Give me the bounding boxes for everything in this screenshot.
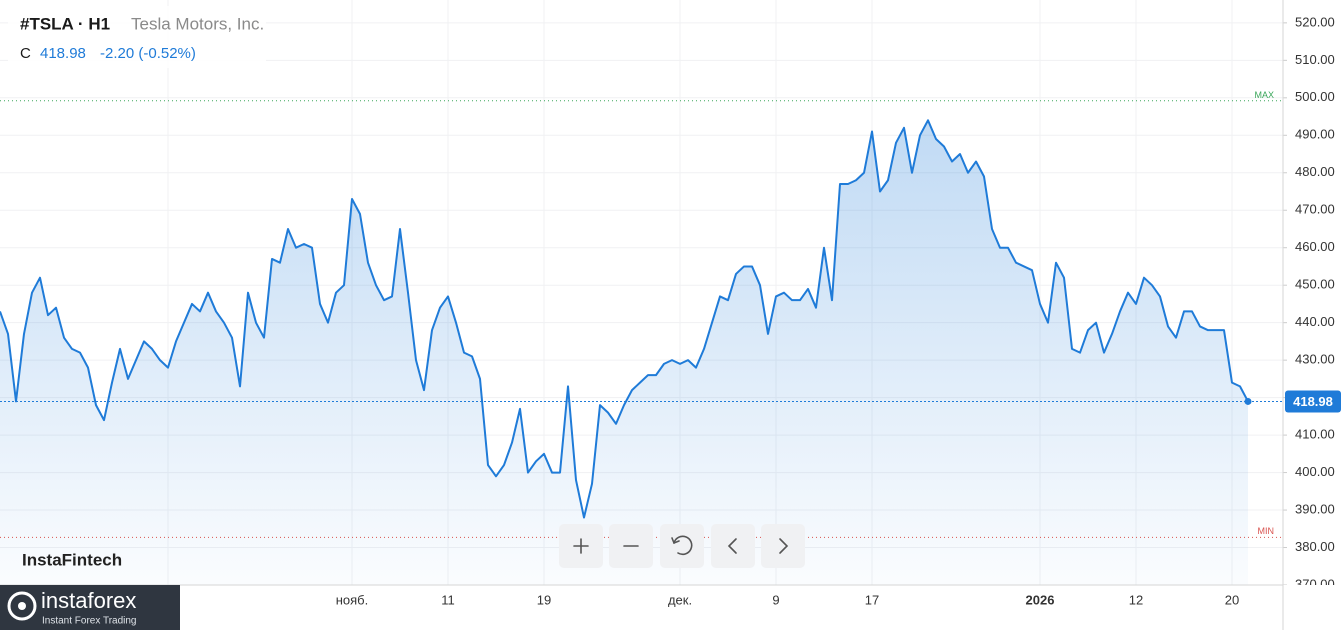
min-line-label: MIN <box>1258 526 1275 536</box>
y-tick-label: 500.00 <box>1295 89 1335 104</box>
y-tick-label: 490.00 <box>1295 127 1335 142</box>
y-tick-label: 520.00 <box>1295 14 1335 29</box>
last-price-tag <box>1285 390 1341 413</box>
area <box>0 120 1248 586</box>
x-tick-label: 12 <box>1129 592 1143 607</box>
x-tick-label: 9 <box>772 592 779 607</box>
y-tick-label: 470.00 <box>1295 202 1335 217</box>
zoom-in-button[interactable] <box>559 524 603 568</box>
scroll-left-button[interactable] <box>711 524 755 568</box>
y-tick-label: 410.00 <box>1295 427 1335 442</box>
header-bg <box>8 6 266 68</box>
y-tick-label: 510.00 <box>1295 52 1335 67</box>
y-tick-label: 440.00 <box>1295 314 1335 329</box>
icon <box>727 538 737 554</box>
y-tick-label: 400.00 <box>1295 464 1335 479</box>
logo-icon-dot <box>18 602 26 610</box>
button-bg <box>660 524 704 568</box>
x-axis-bg <box>0 585 1342 630</box>
y-tick-label: 430.00 <box>1295 352 1335 367</box>
last-price-tag-label: 418.98 <box>1293 394 1333 409</box>
icon <box>673 535 693 556</box>
logo-bg <box>0 585 180 630</box>
symbol: #TSLA · H1 <box>20 14 110 33</box>
price-change: -2.20 (-0.52%) <box>100 45 196 62</box>
x-tick-label: 11 <box>441 592 455 607</box>
zoom-out-button[interactable] <box>609 524 653 568</box>
x-tick-label: нояб. <box>336 592 369 607</box>
button-bg <box>761 524 805 568</box>
button-bg <box>711 524 755 568</box>
price-line <box>0 119 1249 519</box>
y-tick-label: 390.00 <box>1295 501 1335 516</box>
brand: instaforex <box>41 588 136 613</box>
max-line-label: MAX <box>1254 90 1274 100</box>
x-tick-label: дек. <box>668 592 692 607</box>
icon <box>671 537 680 545</box>
scroll-right-button[interactable] <box>761 524 805 568</box>
y-tick-label: 460.00 <box>1295 239 1335 254</box>
x-tick-label: 17 <box>865 592 879 607</box>
x-tick-label: 2026 <box>1026 592 1055 607</box>
watermark: InstaFintech <box>22 550 122 569</box>
instrument-name: Tesla Motors, Inc. <box>131 14 264 33</box>
x-tick-label: 20 <box>1225 592 1239 607</box>
brand-tagline: Instant Forex Trading <box>42 616 137 627</box>
y-tick-label: 480.00 <box>1295 164 1335 179</box>
price-field: C <box>20 45 31 62</box>
y-tick-label: 450.00 <box>1295 277 1335 292</box>
plot <box>0 119 1252 586</box>
reset-button[interactable] <box>660 524 704 568</box>
logo-icon <box>7 591 37 621</box>
y-tick-label: 380.00 <box>1295 539 1335 554</box>
x-tick-label: 19 <box>537 592 551 607</box>
icon <box>779 538 789 554</box>
close-price: 418.98 <box>40 45 86 62</box>
